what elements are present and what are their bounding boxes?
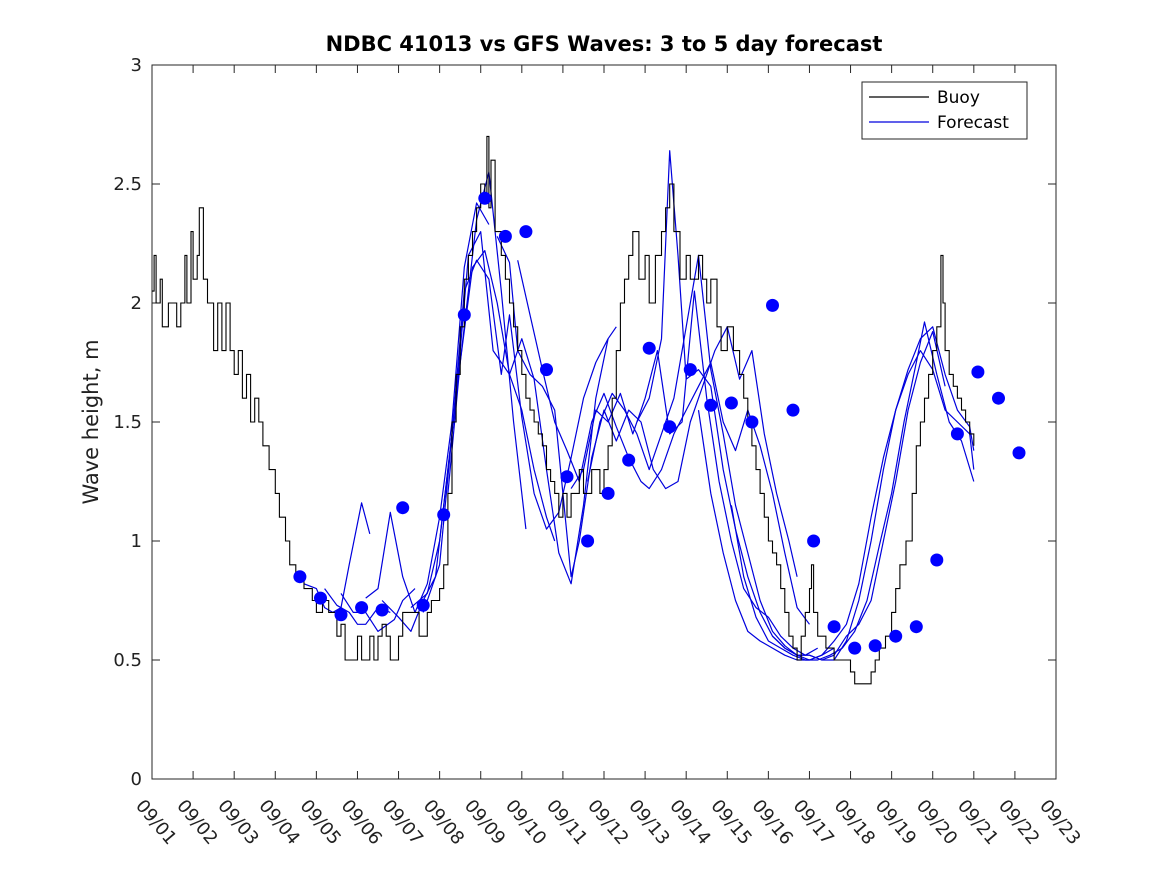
y-tick-label: 0.5	[113, 650, 142, 671]
forecast-run-line-4	[365, 202, 490, 614]
forecast-marker	[416, 598, 430, 612]
plot-area: 00.511.522.53 09/0109/0209/0309/0409/050…	[113, 55, 1084, 849]
forecast-marker	[519, 225, 533, 239]
forecast-marker	[745, 415, 759, 429]
forecast-run-line-12	[587, 254, 835, 661]
series-layer	[152, 135, 1026, 685]
forecast-marker	[827, 620, 841, 634]
y-tick-label: 2	[131, 293, 142, 314]
forecast-marker	[314, 591, 327, 605]
chart-title: NDBC 41013 vs GFS Waves: 3 to 5 day fore…	[326, 32, 883, 56]
legend-buoy-label: Buoy	[937, 88, 980, 108]
forecast-marker	[663, 420, 677, 434]
forecast-marker	[1012, 446, 1026, 460]
y-axis: 0 0.5 1 1.5 2 2.5 3	[113, 55, 1056, 790]
forecast-run-line-16	[772, 326, 975, 661]
forecast-marker	[437, 508, 451, 522]
y-tick-label: 0	[131, 769, 142, 790]
forecast-marker	[642, 341, 656, 355]
forecast-marker	[807, 534, 821, 548]
forecast-marker	[909, 620, 923, 634]
forecast-marker	[868, 639, 882, 653]
forecast-marker	[889, 629, 903, 643]
forecast-run-line-7	[422, 259, 609, 613]
forecast-marker	[396, 501, 410, 515]
forecast-marker	[704, 398, 718, 412]
forecast-marker	[498, 229, 512, 243]
legend-forecast-label: Forecast	[937, 113, 1009, 133]
forecast-marker	[375, 603, 389, 617]
y-tick-label: 1	[131, 531, 142, 552]
forecast-run-line-9	[496, 236, 798, 578]
legend-box	[861, 81, 1028, 140]
forecast-run-line-6	[410, 231, 556, 609]
forecast-run-line-14	[697, 350, 975, 661]
y-tick-label: 2.5	[113, 174, 142, 195]
forecast-marker	[601, 486, 615, 500]
forecast-marker	[971, 365, 985, 379]
y-axis-label: Wave height, m	[79, 339, 103, 504]
forecast-marker	[848, 641, 862, 655]
legend: Buoy Forecast	[861, 81, 1028, 140]
forecast-marker	[930, 553, 944, 567]
forecast-marker	[581, 534, 595, 548]
forecast-marker	[478, 191, 492, 205]
forecast-marker	[622, 453, 636, 467]
forecast-marker	[334, 608, 348, 622]
axes-box	[151, 64, 1057, 780]
forecast-marker	[457, 308, 471, 322]
forecast-marker	[992, 391, 1005, 405]
buoy-line	[152, 135, 975, 685]
forecast-marker	[560, 470, 574, 484]
forecast-run-line-3	[340, 588, 416, 633]
forecast-marker	[724, 396, 738, 410]
y-tick-label: 1.5	[113, 412, 142, 433]
forecast-marker	[786, 403, 800, 417]
forecast-run-line-10	[517, 260, 810, 625]
forecast-marker	[540, 363, 553, 377]
forecast-run-line-8	[447, 250, 617, 585]
forecast-marker	[293, 570, 307, 584]
forecast-marker	[683, 363, 697, 377]
forecast-marker	[355, 601, 369, 615]
forecast-marker	[766, 298, 779, 312]
forecast-marker	[950, 427, 964, 441]
y-tick-label: 3	[131, 55, 142, 76]
